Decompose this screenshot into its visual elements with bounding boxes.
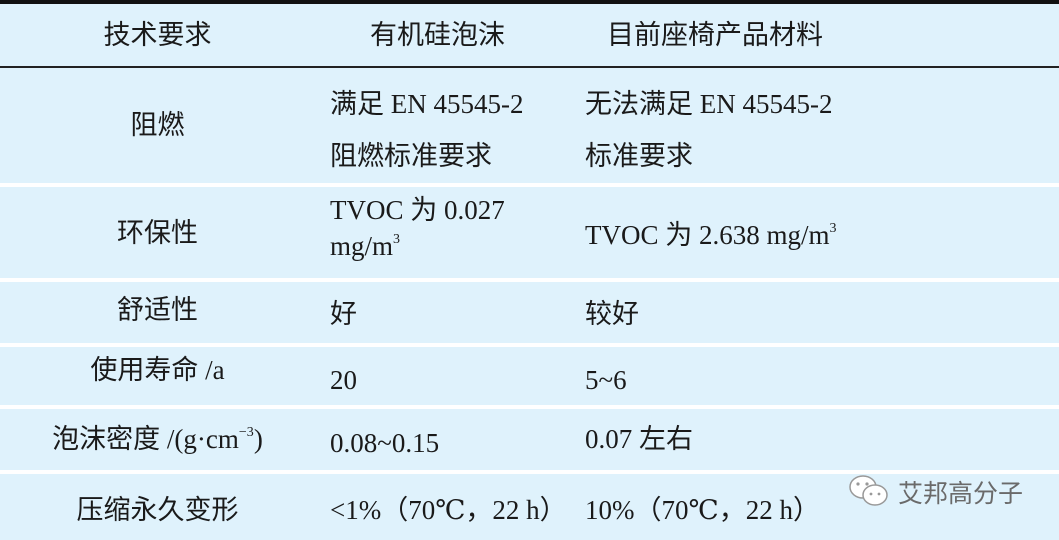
header-silicone-foam: 有机硅泡沫 xyxy=(370,20,505,50)
cell-requirement: 舒适性 xyxy=(117,295,198,325)
table-row: 舒适性 好 较好 xyxy=(0,282,1059,343)
table-header-row: 技术要求 有机硅泡沫 目前座椅产品材料 xyxy=(0,4,1059,66)
cell-current: 5~6 xyxy=(585,365,627,395)
table-row: 压缩永久变形 <1%（70℃，22 h） 10%（70℃，22 h） xyxy=(0,474,1059,540)
cell-requirement: 泡沫密度 /(g·cm−3) xyxy=(0,413,315,465)
cell-line: 标准要求 xyxy=(585,141,693,171)
table-top-rule xyxy=(0,0,1059,4)
cell-silicone: <1%（70℃，22 h） xyxy=(330,495,567,525)
cell-silicone: 0.08~0.15 xyxy=(330,428,440,458)
cell-current: 无法满足 EN 45545-2 标准要求 xyxy=(585,78,1045,182)
header-requirement: 技术要求 xyxy=(103,20,212,50)
watermark: 艾邦高分子 xyxy=(848,474,1023,510)
cell-silicone: 好 xyxy=(330,299,357,329)
superscript: 3 xyxy=(393,232,401,247)
cell-line: mg/m3 xyxy=(330,228,580,264)
header-rule xyxy=(0,66,1059,68)
cell-line: TVOC 为 0.027 xyxy=(330,195,505,225)
watermark-text: 艾邦高分子 xyxy=(898,479,1024,508)
cell-current: 0.07 左右 xyxy=(585,424,693,454)
cell-current: TVOC 为 2.638 mg/m3 xyxy=(585,209,1045,261)
cell-current: 10%（70℃，22 h） xyxy=(585,495,820,525)
cell-text: ) xyxy=(253,424,263,454)
header-current-material: 目前座椅产品材料 xyxy=(607,20,823,50)
cell-silicone: TVOC 为 0.027 mg/m3 xyxy=(330,192,580,264)
superscript: 3 xyxy=(829,221,837,236)
table-row: 使用寿命 /a 20 5~6 xyxy=(0,347,1059,405)
unit: mg/m xyxy=(330,231,394,261)
cell-current: 较好 xyxy=(585,299,639,329)
cell-text: TVOC 为 2.638 mg/m xyxy=(585,220,830,250)
cell-silicone: 满足 EN 45545-2 阻燃标准要求 xyxy=(330,78,580,182)
table-row: 泡沫密度 /(g·cm−3) 0.08~0.15 0.07 左右 xyxy=(0,409,1059,470)
wechat-icon xyxy=(849,475,888,506)
table-row: 环保性 TVOC 为 0.027 mg/m3 TVOC 为 2.638 mg/m3 xyxy=(0,187,1059,278)
cell-requirement: 使用寿命 /a xyxy=(90,355,225,385)
superscript: −3 xyxy=(238,425,254,440)
table-row: 阻燃 满足 EN 45545-2 阻燃标准要求 无法满足 EN 45545-2 标准… xyxy=(0,68,1059,183)
cell-requirement: 压缩永久变形 xyxy=(76,495,239,525)
cell-requirement: 环保性 xyxy=(117,218,198,248)
cell-line: 无法满足 EN 45545-2 xyxy=(585,89,833,119)
cell-silicone: 20 xyxy=(330,365,357,395)
cell-text: 泡沫密度 /(g·cm xyxy=(52,424,239,454)
cell-line: 满足 EN 45545-2 xyxy=(330,89,524,119)
cell-requirement: 阻燃 xyxy=(130,110,185,140)
cell-line: 阻燃标准要求 xyxy=(330,141,492,171)
